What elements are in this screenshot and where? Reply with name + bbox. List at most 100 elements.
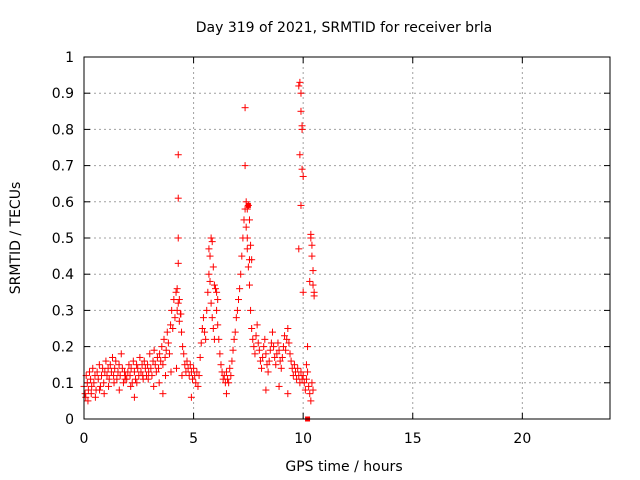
data-point [277, 364, 285, 372]
y-tick-label: 0.5 [52, 231, 74, 247]
data-point [140, 357, 148, 365]
y-tick-label: 0.6 [52, 195, 74, 211]
data-point [272, 361, 280, 369]
data-point [107, 368, 115, 376]
data-point [203, 306, 211, 314]
data-point [155, 364, 163, 372]
data-point [299, 288, 307, 296]
data-point [254, 339, 262, 347]
data-point [126, 372, 134, 380]
data-point [230, 335, 238, 343]
data-point [183, 357, 191, 365]
data-point [250, 343, 258, 351]
data-point [227, 372, 235, 380]
data-point [155, 379, 163, 387]
data-point [196, 353, 204, 361]
data-point [265, 357, 273, 365]
data-point [187, 393, 195, 401]
data-point [132, 375, 140, 383]
data-point [298, 125, 306, 133]
data-point [165, 350, 173, 358]
data-point [100, 390, 108, 398]
y-tick-label: 0.7 [52, 159, 74, 175]
data-point [173, 285, 181, 293]
data-point [82, 393, 90, 401]
data-point [163, 328, 171, 336]
data-point [295, 82, 303, 90]
data-point [205, 245, 213, 253]
data-point [297, 107, 305, 115]
data-point [150, 382, 158, 390]
data-point [213, 288, 221, 296]
data-point [261, 335, 269, 343]
data-point [295, 245, 303, 253]
data-point [88, 382, 96, 390]
data-point [262, 350, 270, 358]
data-point [127, 364, 135, 372]
data-point [283, 335, 291, 343]
data-point [266, 346, 274, 354]
data-point [172, 364, 180, 372]
data-point [152, 368, 160, 376]
data-point [259, 353, 267, 361]
data-point [301, 386, 309, 394]
data-point [226, 364, 234, 372]
data-point [214, 296, 222, 304]
data-point [198, 325, 206, 332]
data-point [101, 368, 109, 376]
x-tick-label: 10 [294, 431, 312, 447]
data-point [298, 165, 306, 173]
data-point [307, 397, 315, 405]
data-point [118, 364, 126, 372]
data-point [274, 339, 282, 347]
data-point [229, 346, 237, 354]
data-point [180, 350, 188, 358]
data-point [174, 194, 182, 202]
data-point [159, 390, 167, 398]
data-point [220, 372, 228, 380]
data-point [133, 379, 141, 387]
data-point [238, 252, 246, 260]
data-point [278, 353, 286, 361]
data-point [244, 263, 252, 271]
data-point [85, 368, 93, 376]
x-tick-label: 15 [404, 431, 422, 447]
data-point [188, 375, 196, 383]
data-point [84, 397, 92, 405]
y-tick-label: 0.2 [52, 340, 74, 356]
x-tick-label: 20 [513, 431, 531, 447]
data-point [130, 368, 138, 376]
data-point [84, 386, 92, 394]
data-point [300, 379, 308, 387]
data-point [252, 332, 260, 340]
data-point [178, 372, 186, 380]
data-point [208, 314, 216, 322]
data-point [89, 364, 97, 372]
data-point [284, 325, 292, 332]
data-point [285, 339, 293, 347]
chart-title: Day 319 of 2021, SRMTID for receiver brl… [196, 20, 493, 36]
data-point [125, 361, 133, 369]
y-axis-label: SRMTID / TECUs [8, 182, 24, 295]
data-point [222, 368, 230, 376]
data-point [232, 314, 240, 322]
data-point [309, 267, 317, 275]
data-point [297, 368, 305, 376]
data-point [306, 277, 314, 285]
data-point [104, 364, 112, 372]
data-point [195, 372, 203, 380]
data-point [145, 368, 153, 376]
x-axis-label: GPS time / hours [285, 459, 402, 475]
data-point [172, 288, 180, 296]
data-point [149, 357, 157, 365]
data-point [186, 361, 194, 369]
data-point [222, 390, 230, 398]
y-tick-labels: 0 0.1 0.2 0.3 0.4 0.5 0.6 0.7 0.8 0.9 1 [52, 50, 74, 428]
data-point [279, 343, 287, 351]
data-point [100, 379, 108, 387]
data-point [302, 375, 310, 383]
plot-frame [83, 56, 611, 420]
data-point [96, 382, 104, 390]
data-point [121, 375, 129, 383]
data-point [205, 270, 213, 278]
